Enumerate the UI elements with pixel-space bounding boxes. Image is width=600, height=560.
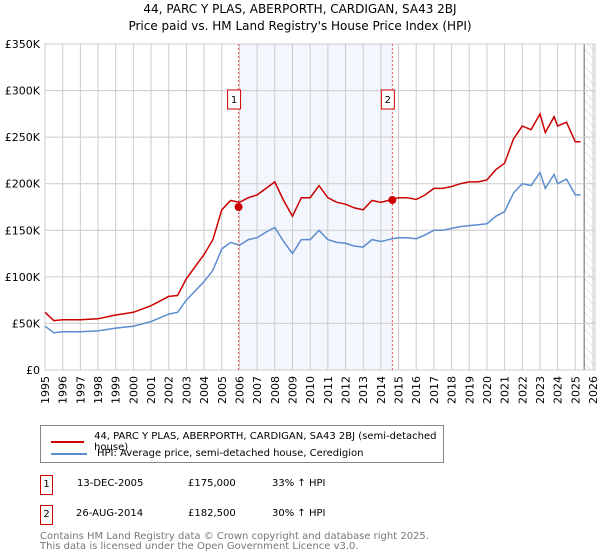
x-tick-label: 2007 — [251, 376, 264, 404]
x-tick-label: 1999 — [110, 376, 123, 404]
x-tick-label: 2022 — [516, 376, 529, 404]
x-tick-label: 2025 — [569, 376, 582, 404]
x-tick-label: 2016 — [410, 376, 423, 404]
x-tick-label: 1998 — [92, 376, 105, 404]
transaction-price: £175,000 — [188, 478, 236, 489]
transaction-price: £182,500 — [188, 508, 236, 519]
y-tick-label: £250K — [5, 131, 41, 144]
transaction-badge: 2 — [40, 505, 53, 525]
y-tick-label: £200K — [5, 178, 41, 191]
hpi-line — [44, 170, 581, 334]
chart-subtitle: Price paid vs. HM Land Registry's House … — [128, 19, 472, 33]
legend-label: 44, PARC Y PLAS, ABERPORTH, CARDIGAN, SA… — [94, 431, 437, 453]
x-tick-label: 2012 — [340, 376, 353, 404]
x-tick-label: 2018 — [446, 376, 459, 404]
x-tick-label: 2011 — [322, 376, 335, 404]
footer-copyright: Contains HM Land Registry data © Crown c… — [40, 531, 429, 542]
x-tick-label: 2024 — [552, 376, 565, 404]
legend-item-hpi: HPI: Average price, semi-detached house,… — [51, 448, 364, 459]
x-tick-label: 1996 — [57, 376, 70, 404]
legend-swatch-blue — [51, 452, 87, 455]
legend-label: HPI: Average price, semi-detached house,… — [97, 448, 364, 459]
x-tick-label: 2019 — [463, 376, 476, 404]
sale-badge — [380, 89, 395, 110]
sale-point — [388, 196, 397, 205]
chart-title: 44, PARC Y PLAS, ABERPORTH, CARDIGAN, SA… — [143, 2, 457, 16]
x-tick-label: 2006 — [233, 376, 246, 404]
transaction-delta: 33% ↑ HPI — [272, 478, 326, 489]
transaction-badge: 1 — [40, 475, 53, 495]
x-tick-label: 2015 — [393, 376, 406, 404]
legend: 44, PARC Y PLAS, ABERPORTH, CARDIGAN, SA… — [40, 425, 444, 463]
x-tick-label: 2001 — [145, 376, 158, 404]
transaction-delta: 30% ↑ HPI — [272, 508, 326, 519]
x-tick-label: 2005 — [216, 376, 229, 404]
legend-item-property: 44, PARC Y PLAS, ABERPORTH, CARDIGAN, SA… — [51, 431, 443, 453]
y-tick-label: £0 — [26, 364, 40, 377]
sale-badge — [227, 89, 242, 110]
x-tick-label: 2009 — [286, 376, 299, 404]
legend-swatch-red — [51, 441, 85, 443]
x-tick-label: 1997 — [74, 376, 87, 404]
x-tick-label: 2003 — [180, 376, 193, 404]
sale-point — [234, 203, 243, 211]
sale-badge-label: 2 — [385, 95, 391, 106]
footer-licence: This data is licensed under the Open Gov… — [40, 541, 359, 552]
x-tick-label: 2014 — [375, 376, 388, 404]
property-price-line — [44, 111, 581, 322]
transaction-date: 13-DEC-2005 — [77, 478, 144, 489]
y-tick-label: £150K — [5, 224, 41, 237]
x-tick-label: 2013 — [357, 376, 370, 404]
x-tick-label: 2008 — [269, 376, 282, 404]
x-tick-label: 2017 — [428, 376, 441, 404]
x-tick-label: 2026 — [587, 376, 600, 404]
forecast-hatch — [584, 44, 595, 370]
x-tick-label: 2004 — [198, 376, 211, 404]
y-tick-label: £350K — [5, 38, 41, 51]
x-tick-label: 2020 — [481, 376, 494, 404]
x-tick-label: 2023 — [534, 376, 547, 404]
x-tick-label: 2002 — [163, 376, 176, 404]
y-tick-label: £100K — [5, 271, 41, 284]
x-tick-label: 1995 — [39, 376, 52, 404]
price-chart: 1 2 1995 1996 1997 1998 1999 2000 2001 2002 2003 20… — [5, 38, 600, 404]
x-tick-label: 2000 — [127, 376, 140, 404]
sale-badge-label: 1 — [231, 95, 237, 106]
x-tick-label: 2010 — [304, 376, 317, 404]
x-tick-label: 2021 — [499, 376, 512, 404]
y-tick-label: £50K — [12, 317, 41, 330]
transaction-date: 26-AUG-2014 — [76, 508, 144, 519]
y-tick-label: £300K — [5, 85, 41, 98]
highlight-range — [238, 44, 393, 370]
